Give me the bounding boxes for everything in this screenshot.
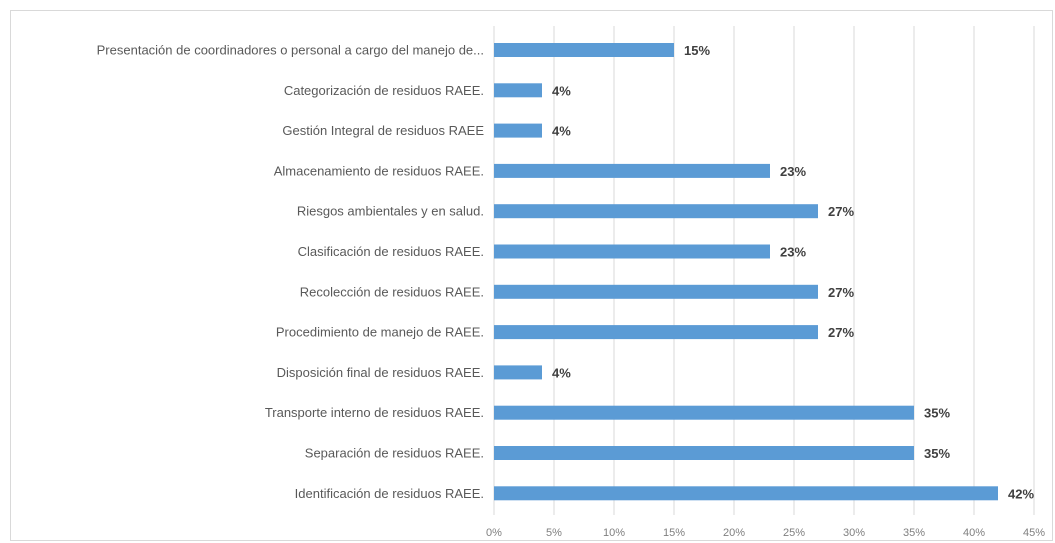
category-label: Clasificación de residuos RAEE.: [298, 244, 484, 259]
category-label: Categorización de residuos RAEE.: [284, 83, 484, 98]
category-label: Identificación de residuos RAEE.: [295, 486, 484, 501]
category-label: Almacenamiento de residuos RAEE.: [274, 163, 484, 178]
bar: [494, 284, 818, 299]
category-label: Procedimiento de manejo de RAEE.: [276, 325, 484, 340]
data-label: 42%: [1008, 486, 1034, 501]
x-tick-label: 15%: [663, 527, 685, 539]
data-label: 27%: [828, 325, 854, 340]
bar: [494, 446, 914, 460]
bar: [494, 123, 542, 138]
category-label: Disposición final de residuos RAEE.: [277, 365, 484, 380]
gridlines: [493, 26, 1035, 515]
bar: [494, 244, 770, 259]
category-labels: Presentación de coordinadores o personal…: [97, 43, 485, 501]
data-label: 23%: [780, 164, 806, 179]
bar: [494, 365, 542, 380]
x-tick-label: 30%: [843, 527, 865, 539]
category-label: Separación de residuos RAEE.: [305, 446, 484, 461]
data-label: 35%: [924, 406, 950, 421]
category-label: Gestión Integral de residuos RAEE: [282, 123, 484, 138]
bar: [494, 405, 914, 420]
x-tick-label: 5%: [546, 527, 562, 539]
data-label: 4%: [552, 365, 571, 380]
x-tick-label: 0%: [486, 527, 502, 539]
data-labels: 15% 4% 4% 23% 27% 23% 27% 27% 4% 35% 35% 42%: [552, 43, 1034, 501]
bar: [494, 163, 770, 178]
x-tick-label: 35%: [903, 527, 925, 539]
data-label: 27%: [828, 204, 854, 219]
category-label: Recolección de residuos RAEE.: [300, 284, 484, 299]
bar: [494, 486, 998, 501]
data-label: 27%: [828, 285, 854, 300]
data-label: 35%: [924, 446, 950, 461]
category-label: Presentación de coordinadores o personal…: [97, 43, 484, 58]
x-axis-tick-labels: 0% 5% 10% 15% 20% 25% 30% 35% 40% 45%: [486, 527, 1045, 539]
data-label: 4%: [552, 124, 571, 139]
data-label: 23%: [780, 245, 806, 260]
x-tick-label: 40%: [963, 527, 985, 539]
category-label: Transporte interno de residuos RAEE.: [265, 405, 484, 420]
data-label: 4%: [552, 83, 571, 98]
x-tick-label: 10%: [603, 527, 625, 539]
bar: [494, 43, 674, 57]
bar: [494, 325, 818, 340]
bars: [494, 43, 998, 501]
category-label: Riesgos ambientales y en salud.: [297, 204, 484, 219]
bar: [494, 204, 818, 219]
bar: [494, 83, 542, 98]
x-tick-label: 20%: [723, 527, 745, 539]
x-tick-label: 25%: [783, 527, 805, 539]
data-label: 15%: [684, 43, 710, 58]
x-tick-label: 45%: [1023, 527, 1045, 539]
